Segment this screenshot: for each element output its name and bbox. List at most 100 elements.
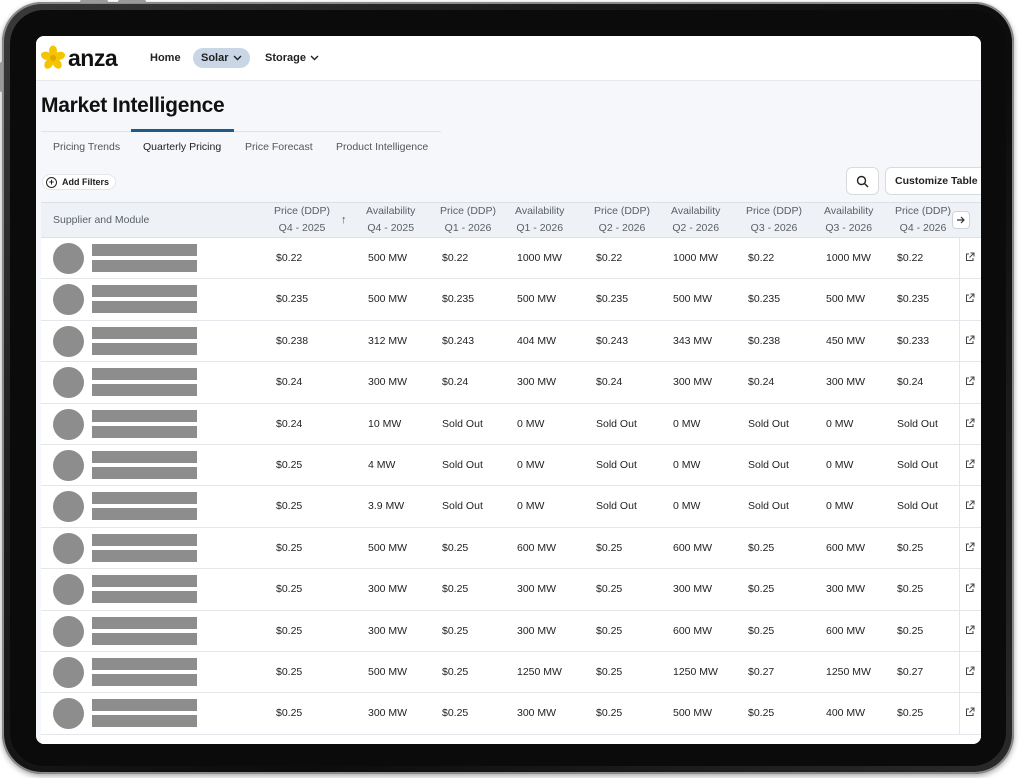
table-cell: $0.235 bbox=[276, 293, 309, 306]
column-header[interactable]: Availability Q2 - 2026 bbox=[671, 203, 720, 237]
table-cell: 3.9 MW bbox=[368, 500, 405, 513]
table-cell: $0.25 bbox=[748, 541, 775, 554]
table-cell: $0.25 bbox=[897, 707, 924, 720]
supplier-avatar bbox=[53, 284, 84, 316]
external-link-icon[interactable] bbox=[965, 625, 975, 635]
volume-button bbox=[118, 0, 146, 3]
table-cell: $0.235 bbox=[748, 293, 781, 306]
add-filters-label: Add Filters bbox=[62, 177, 110, 187]
tab-product-intelligence[interactable]: Product Intelligence bbox=[336, 141, 429, 153]
table-cell: 0 MW bbox=[517, 500, 545, 513]
arrow-up-icon[interactable]: ↑ bbox=[341, 214, 347, 226]
table-cell: 450 MW bbox=[826, 334, 866, 347]
table-row[interactable]: $0.25 300 MW $0.25 300 MW $0.25 500 MW $0.25 40… bbox=[41, 693, 981, 735]
table-row[interactable]: $0.25 500 MW $0.25 1250 MW $0.25 1250 MW $0.27… bbox=[41, 652, 981, 694]
table-cell: $0.25 bbox=[442, 583, 469, 596]
table-row[interactable]: $0.25 300 MW $0.25 300 MW $0.25 600 MW $0.25 60… bbox=[41, 610, 981, 652]
table-cell: $0.24 bbox=[596, 376, 623, 389]
table-row[interactable]: $0.25 4 MW Sold Out 0 MW Sold Out 0 MW Sold Ou… bbox=[41, 445, 981, 487]
table-cell: $0.24 bbox=[442, 376, 469, 389]
column-header-line1: Availability bbox=[515, 205, 565, 217]
table-cell: 0 MW bbox=[826, 459, 854, 471]
tab-quarterly-pricing[interactable]: Quarterly Pricing bbox=[143, 141, 222, 153]
table-cell: $0.24 bbox=[748, 376, 775, 389]
table-cell: Sold Out bbox=[442, 417, 483, 430]
table-row[interactable]: $0.24 10 MW Sold Out 0 MW Sold Out 0 MW Sold O… bbox=[41, 403, 981, 445]
add-filters-button[interactable]: + Add Filters bbox=[42, 174, 117, 190]
table-row[interactable]: $0.22 500 MW $0.22 1000 MW $0.22 1000 MW $0.22… bbox=[41, 238, 981, 280]
redacted-module-name bbox=[92, 260, 197, 272]
tab-pricing-trends[interactable]: Pricing Trends bbox=[53, 141, 121, 153]
column-header[interactable]: Price (DDP) Q2 - 2026 bbox=[594, 203, 650, 237]
redacted-supplier-name bbox=[92, 409, 197, 422]
redacted-module-name bbox=[92, 425, 197, 438]
table-row[interactable]: $0.25 3.9 MW Sold Out 0 MW Sold Out 0 MW Sold … bbox=[41, 486, 981, 528]
column-header-supplier[interactable]: Supplier and Module bbox=[53, 214, 150, 226]
nav-solar[interactable]: Solar bbox=[193, 48, 250, 68]
supplier-avatar bbox=[53, 408, 84, 440]
external-link-icon[interactable] bbox=[965, 500, 975, 510]
redacted-supplier-name bbox=[92, 492, 197, 505]
table-cell: 0 MW bbox=[673, 417, 701, 430]
external-link-icon[interactable] bbox=[965, 707, 975, 717]
column-header[interactable]: Availability Q4 - 2025 bbox=[366, 203, 415, 237]
external-link-icon[interactable] bbox=[965, 252, 975, 262]
column-header-line2: Q4 - 2025 bbox=[367, 222, 415, 234]
table-row[interactable]: $0.238 312 MW $0.243 404 MW $0.243 343 MW $0.2… bbox=[41, 320, 981, 363]
table-cell: $0.25 bbox=[897, 624, 924, 637]
redacted-supplier-name bbox=[92, 575, 197, 588]
tab-price-forecast[interactable]: Price Forecast bbox=[245, 141, 313, 153]
customize-table-button[interactable]: Customize Table bbox=[885, 167, 981, 195]
supplier-avatar bbox=[53, 243, 84, 274]
table-cell: $0.25 bbox=[442, 666, 469, 678]
table-row[interactable]: $0.25 500 MW $0.25 600 MW $0.25 600 MW $0.25 60… bbox=[41, 527, 981, 570]
table-cell: $0.233 bbox=[897, 334, 930, 347]
table-cell: $0.22 bbox=[276, 252, 303, 264]
table-cell: $0.25 bbox=[897, 541, 924, 554]
supplier-avatar bbox=[53, 615, 84, 647]
top-navigation: anza Home Solar Storage bbox=[36, 36, 981, 81]
column-header[interactable]: Price (DDP) Q4 - 2026 bbox=[895, 203, 951, 237]
table-cell: 300 MW bbox=[826, 583, 866, 596]
column-header[interactable]: Availability Q3 - 2026 bbox=[824, 203, 873, 237]
external-link-icon[interactable] bbox=[965, 335, 975, 345]
external-link-icon[interactable] bbox=[965, 418, 975, 428]
table-cell: $0.25 bbox=[276, 583, 303, 596]
column-header[interactable]: Price (DDP) Q1 - 2026 bbox=[440, 203, 496, 237]
table-row[interactable]: $0.235 500 MW $0.235 500 MW $0.235 500 MW $0.2… bbox=[41, 279, 981, 321]
supplier-avatar bbox=[53, 698, 84, 730]
table-cell: 300 MW bbox=[826, 376, 866, 389]
table-cell: $0.25 bbox=[442, 707, 469, 720]
scroll-right-button[interactable] bbox=[952, 211, 970, 229]
table-cell: $0.243 bbox=[442, 334, 475, 347]
table-cell: 500 MW bbox=[368, 252, 408, 264]
external-link-icon[interactable] bbox=[965, 293, 975, 303]
chevron-down-icon bbox=[310, 55, 319, 61]
table-cell: 300 MW bbox=[517, 707, 557, 720]
table-cell: 300 MW bbox=[368, 583, 408, 596]
column-header-line2: Q2 - 2026 bbox=[672, 222, 720, 234]
page-title: Market Intelligence bbox=[41, 94, 225, 117]
table-cell: Sold Out bbox=[596, 459, 637, 471]
external-link-icon[interactable] bbox=[965, 542, 975, 552]
column-divider bbox=[959, 569, 960, 610]
nav-storage[interactable]: Storage bbox=[257, 48, 327, 68]
column-divider bbox=[959, 486, 960, 527]
external-link-icon[interactable] bbox=[965, 376, 975, 386]
anza-logo[interactable]: anza bbox=[40, 45, 118, 71]
column-header[interactable]: Availability Q1 - 2026 bbox=[515, 203, 564, 237]
table-cell: $0.25 bbox=[276, 666, 303, 678]
nav-home[interactable]: Home bbox=[142, 48, 189, 68]
column-header[interactable]: Price (DDP) Q4 - 2025 bbox=[274, 203, 330, 237]
column-header[interactable]: Price (DDP) Q3 - 2026 bbox=[746, 203, 802, 237]
external-link-icon[interactable] bbox=[965, 583, 975, 593]
external-link-icon[interactable] bbox=[965, 666, 975, 676]
table-cell: Sold Out bbox=[897, 500, 938, 513]
table-row[interactable]: $0.24 300 MW $0.24 300 MW $0.24 300 MW $0.24 30… bbox=[41, 362, 981, 404]
table-row[interactable]: $0.25 300 MW $0.25 300 MW $0.25 300 MW $0.25 30… bbox=[41, 569, 981, 611]
external-link-icon[interactable] bbox=[965, 459, 975, 469]
supplier-avatar bbox=[53, 491, 84, 523]
table-cell: 1250 MW bbox=[517, 666, 562, 678]
search-button[interactable] bbox=[846, 167, 879, 195]
column-header-line2: Q3 - 2026 bbox=[750, 222, 798, 234]
